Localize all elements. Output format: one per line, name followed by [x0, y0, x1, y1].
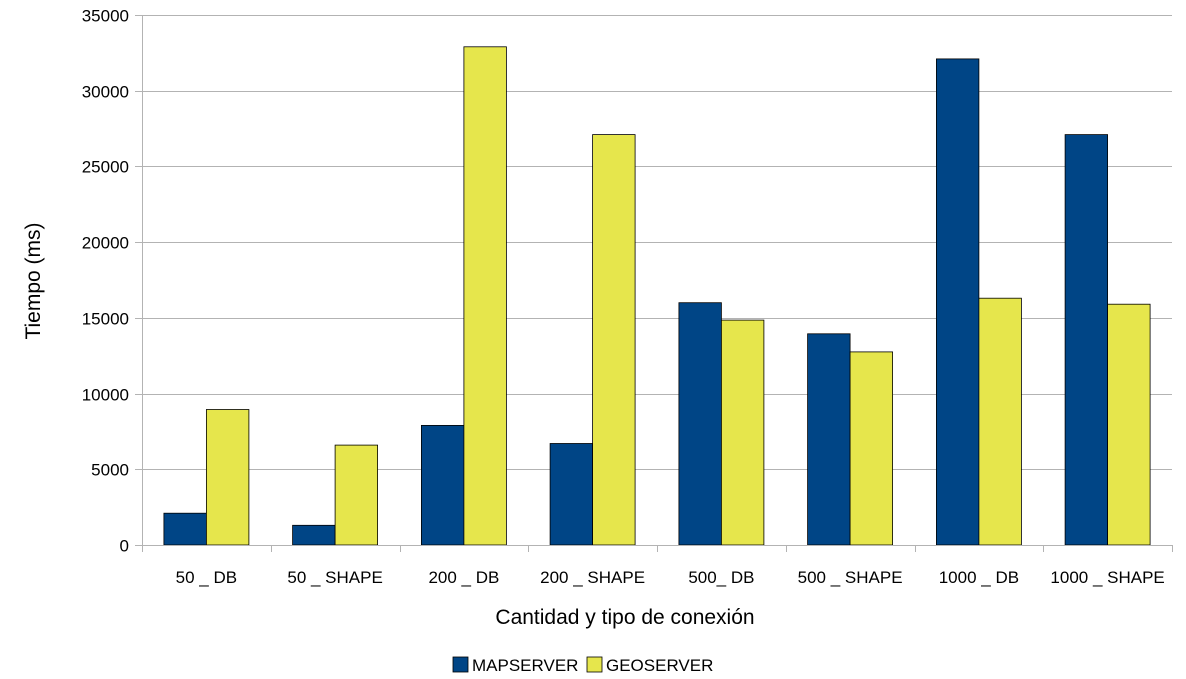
- bar-geoserver-6: [978, 297, 1022, 546]
- bar-mapserver-1: [292, 524, 336, 546]
- bar-mapserver-5: [807, 333, 851, 546]
- bar-geoserver-4: [721, 319, 765, 546]
- legend: MAPSERVER GEOSERVER: [452, 656, 713, 675]
- x-tick-label: 1000 _ DB: [939, 568, 1019, 587]
- x-tick-label: 500_ DB: [688, 568, 754, 587]
- axes: 0 5000 10000 15000 20000 25000 30000 35000 50 _ …: [82, 7, 1173, 587]
- bar-mapserver-7: [1064, 134, 1108, 546]
- x-axis-title: Cantidad y tipo de conexión: [495, 606, 754, 629]
- bar-geoserver-1: [334, 444, 379, 546]
- y-tick-label: 20000: [82, 234, 129, 253]
- legend-swatch-mapserver: [452, 656, 469, 673]
- y-tick-label: 15000: [82, 310, 129, 329]
- bar-mapserver-2: [420, 424, 465, 546]
- bar-mapserver-0: [163, 512, 207, 546]
- y-tick-label: 35000: [82, 7, 129, 26]
- y-tick-label: 5000: [91, 461, 129, 480]
- bar-mapserver-6: [936, 58, 980, 546]
- bar-geoserver-0: [205, 409, 250, 546]
- bar-geoserver-7: [1107, 303, 1151, 546]
- gridlines: [142, 15, 1172, 546]
- legend-label-geoserver: GEOSERVER: [606, 656, 713, 675]
- legend-label-mapserver: MAPSERVER: [472, 656, 578, 675]
- y-tick-label: 10000: [82, 386, 129, 405]
- y-tick-label: 0: [120, 537, 129, 556]
- y-tick-label: 30000: [82, 83, 129, 102]
- x-tick-label: 50 _ SHAPE: [287, 568, 382, 587]
- y-tick-label: 25000: [82, 158, 129, 177]
- legend-swatch-geoserver: [586, 656, 603, 673]
- x-tick-label: 200 _ DB: [428, 568, 499, 587]
- x-tick-label: 50 _ DB: [176, 568, 237, 587]
- x-tick-label: 1000 _ SHAPE: [1050, 568, 1164, 587]
- bar-geoserver-5: [849, 351, 893, 546]
- x-tick-label: 500 _ SHAPE: [798, 568, 903, 587]
- bars: [163, 46, 1151, 546]
- x-tick-label: 200 _ SHAPE: [540, 568, 645, 587]
- y-axis-title: Tiempo (ms): [22, 222, 45, 339]
- bar-mapserver-4: [678, 302, 722, 546]
- bar-geoserver-2: [463, 46, 507, 546]
- bar-geoserver-3: [592, 134, 636, 546]
- bar-mapserver-3: [549, 443, 593, 546]
